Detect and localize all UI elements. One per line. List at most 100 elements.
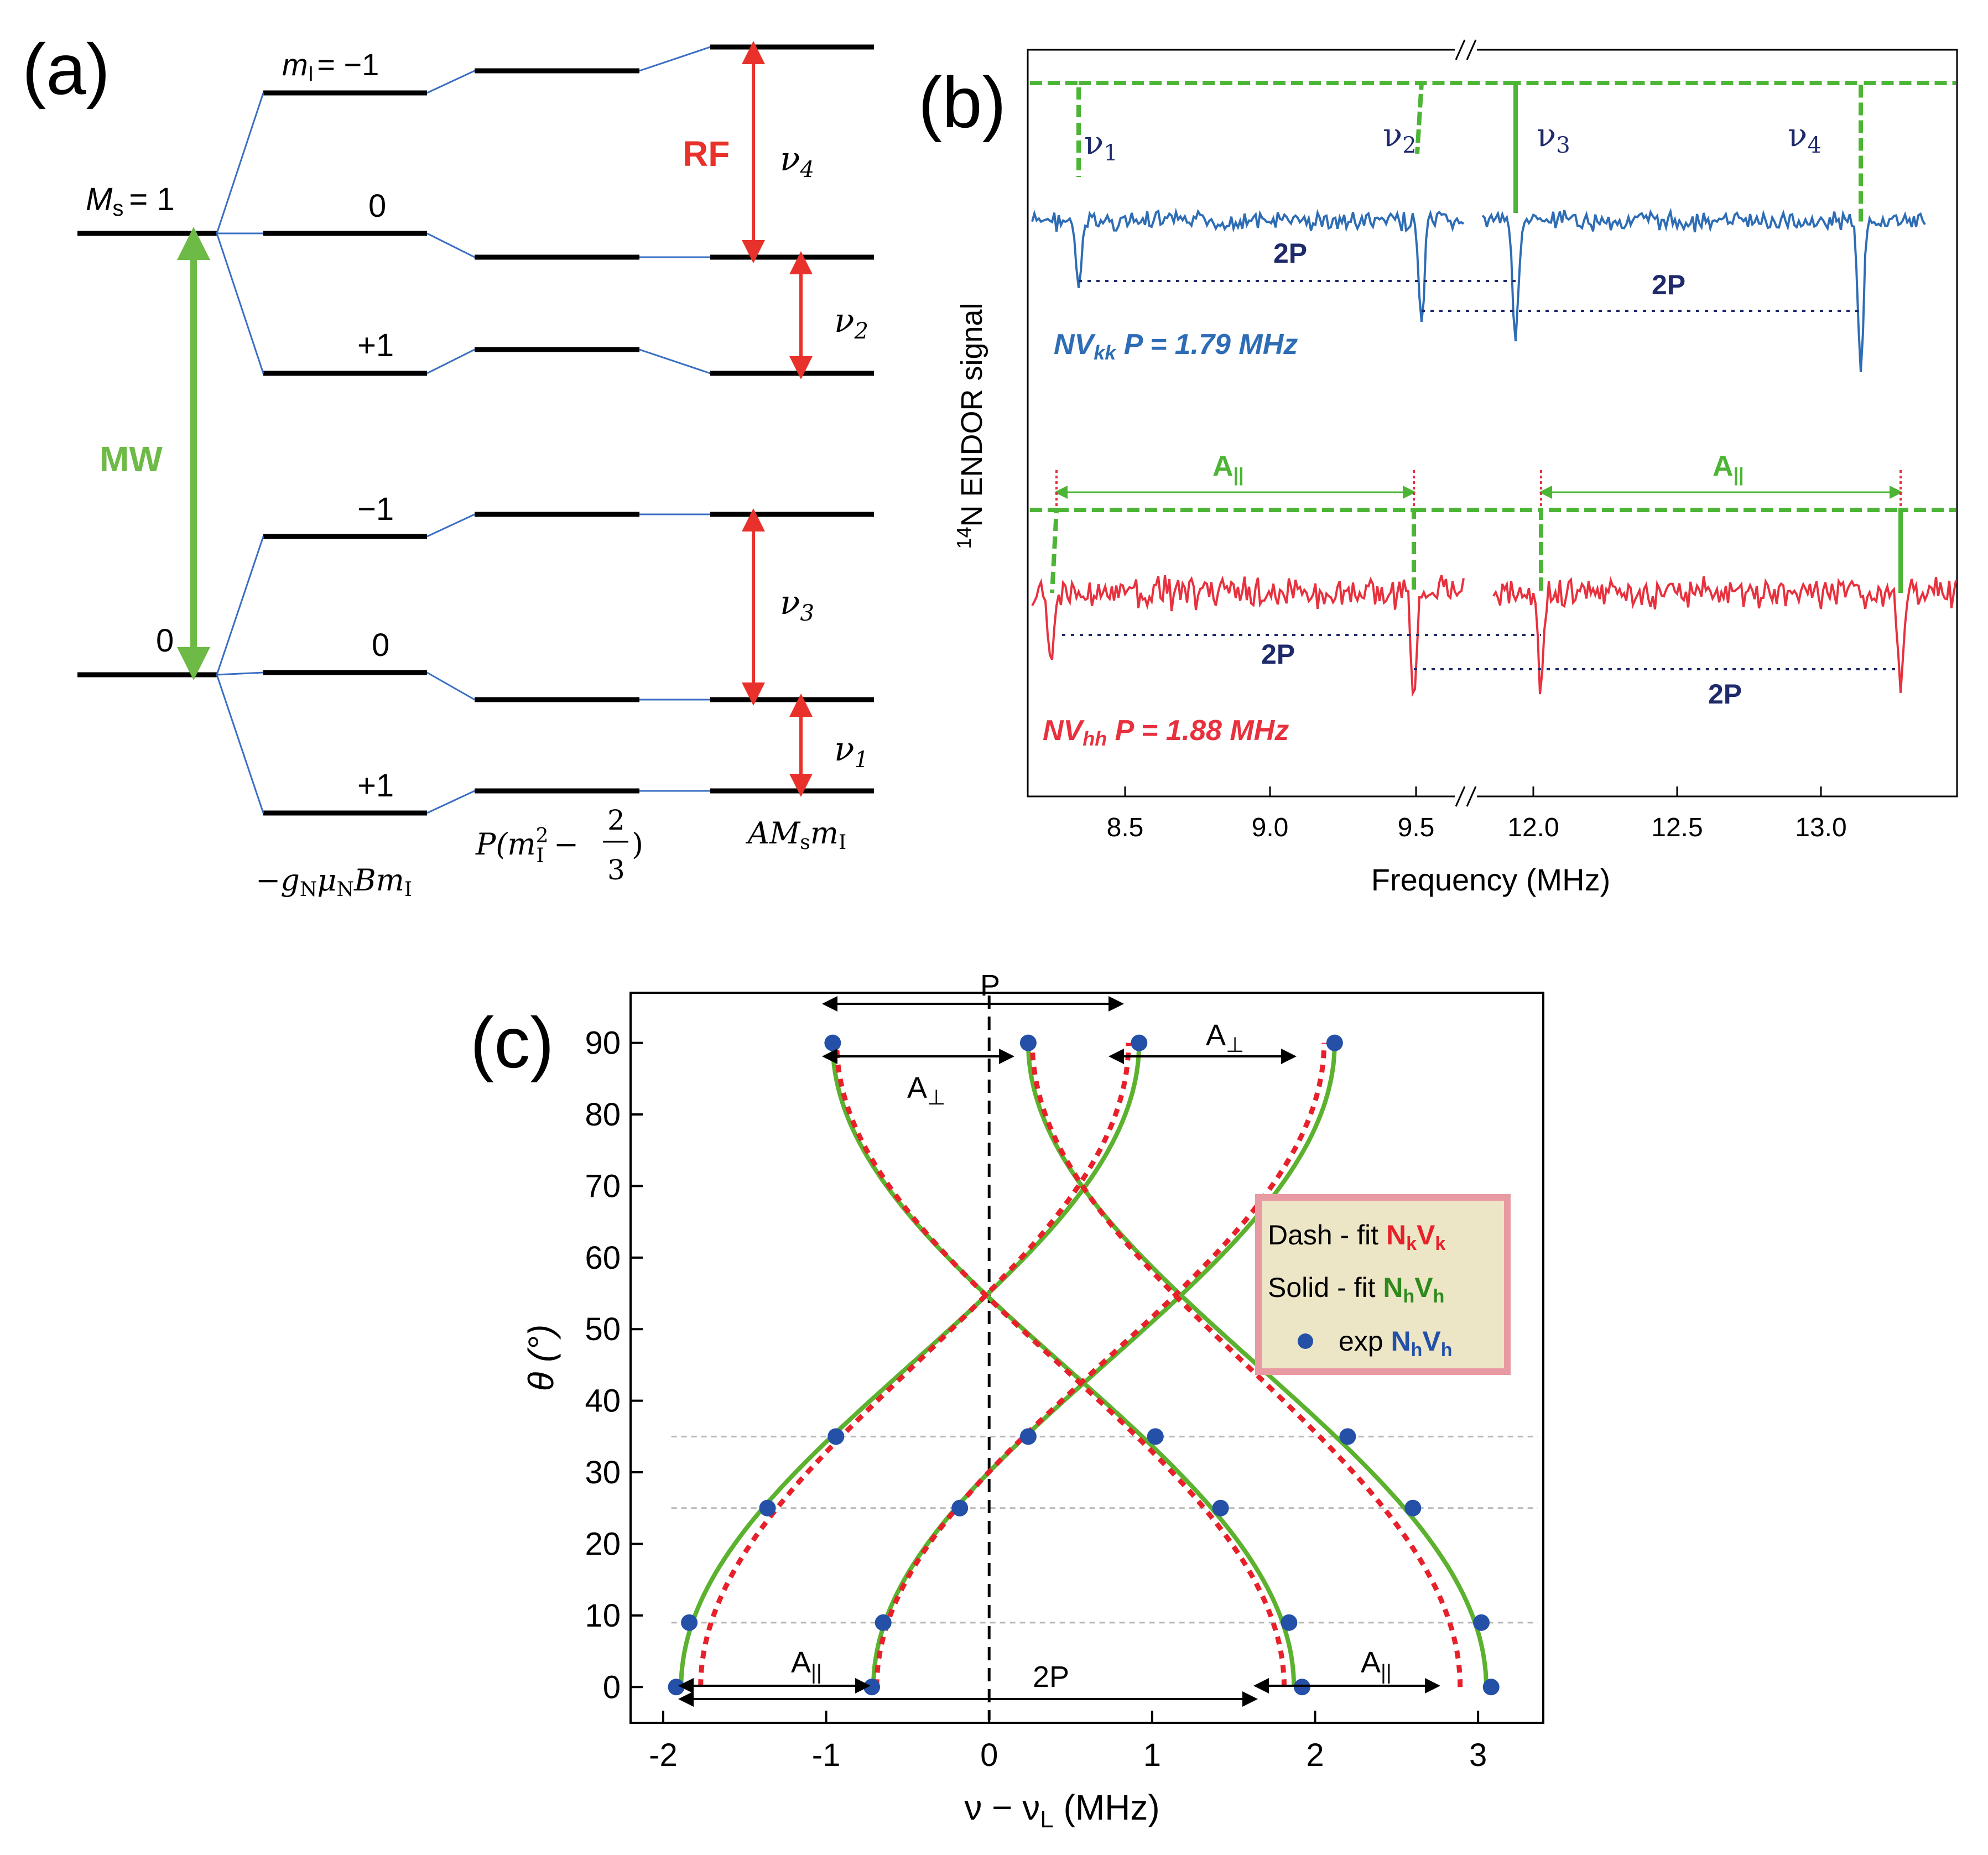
solid-fit-branch-1 [830, 1043, 1297, 1687]
legend-point-marker [1298, 1333, 1313, 1349]
a-par-label-1: A|| [1212, 450, 1244, 486]
panel-a-label: (a) [22, 29, 110, 110]
data-point-11 [1404, 1499, 1422, 1517]
legend-solid: Solid - fit NhVh [1268, 1272, 1444, 1307]
stick-spectrum-kk [1030, 81, 1956, 224]
panel-c-label: (c) [470, 1002, 554, 1083]
dash-fit-branch-0 [698, 1043, 1131, 1687]
nu4-stick-label: ν4 [1788, 116, 1822, 158]
panel-c-ylabel: θ (°) [521, 1325, 561, 1392]
ytick-label-5: 50 [585, 1311, 621, 1347]
panel-b-xlabel: Frequency (MHz) [1371, 862, 1611, 897]
a-par-label-c-2: A|| [1361, 1646, 1392, 1684]
xtick-9.0: 9.0 [1252, 813, 1289, 842]
quadrupole-term-den: 3 [607, 854, 625, 886]
xtick-8.5: 8.5 [1107, 813, 1144, 842]
data-point-18 [1131, 1034, 1148, 1051]
endor-spectrum-kk [1031, 207, 1926, 373]
data-point-2 [1293, 1679, 1310, 1696]
mi-top-label: mI = −1 [282, 47, 379, 86]
data-point-12 [828, 1428, 845, 1445]
ytick-label-3: 30 [585, 1455, 621, 1491]
data-point-14 [1147, 1428, 1164, 1445]
2p-markers-kk [1079, 280, 1861, 312]
2p-label-hh-2: 2P [1708, 679, 1742, 710]
a-perp-label-1: A⊥ [907, 1071, 945, 1109]
axis-break [1455, 39, 1477, 807]
panel-c-xlabel: ν − νL (MHz) [964, 1788, 1159, 1833]
2p-label-hh-1: 2P [1261, 639, 1295, 670]
a-perp-label-2: A⊥ [1206, 1019, 1244, 1057]
panel-c-grid [671, 1435, 1538, 1624]
xtick-label-3: 1 [1143, 1737, 1161, 1773]
panel-a: (a) [22, 29, 874, 901]
data-point-9 [951, 1499, 969, 1517]
hyperfine-term: AMsmI [745, 816, 846, 854]
mw-label: MW [100, 439, 163, 479]
ytick-label-8: 80 [585, 1097, 621, 1133]
ytick-label-6: 60 [585, 1240, 621, 1276]
data-point-1 [863, 1679, 881, 1696]
panel-b: (b) 8.5 9.0 9.5 12.0 12.5 13.0 Frequency… [918, 39, 1958, 897]
nu3-label: ν3 [780, 583, 814, 626]
ytick-label-0: 0 [603, 1669, 621, 1705]
xtick-12.5: 12.5 [1651, 813, 1703, 842]
ms-lower-label: 0 [156, 623, 174, 659]
a-par-label-c-1: A|| [791, 1646, 822, 1684]
nu3-stick-label: ν3 [1537, 116, 1570, 158]
dash-fit-branch-1 [834, 1043, 1287, 1687]
xtick-13.0: 13.0 [1795, 813, 1846, 842]
nu2-stick-label: ν2 [1383, 116, 1417, 158]
data-point-10 [1212, 1499, 1229, 1517]
ytick-label-7: 70 [585, 1168, 621, 1204]
nvkk-label: NVkk P = 1.79 MHz [1054, 329, 1298, 364]
mi-upper-0: 0 [368, 188, 386, 224]
ytick-label-9: 90 [585, 1025, 621, 1061]
panel-c-frame [629, 992, 1544, 1724]
xtick-label-5: 3 [1469, 1737, 1487, 1773]
nu2-label: ν2 [834, 301, 868, 344]
xtick-label-1: -1 [812, 1737, 841, 1773]
ms-upper-label: Ms = 1 [86, 181, 175, 221]
ytick-label-2: 20 [585, 1526, 621, 1562]
panel-b-xticks [1124, 786, 1822, 796]
data-point-3 [1482, 1679, 1500, 1696]
ytick-label-1: 10 [585, 1598, 621, 1634]
data-point-19 [1326, 1034, 1343, 1051]
data-point-8 [759, 1499, 776, 1517]
solid-fit-branch-0 [679, 1043, 1142, 1687]
data-point-6 [1281, 1614, 1298, 1631]
legend-dash: Dash - fit NkVk [1268, 1220, 1445, 1254]
xtick-label-4: 2 [1306, 1737, 1324, 1773]
data-point-4 [681, 1614, 698, 1631]
nvhh-label: NVhh P = 1.88 MHz [1043, 715, 1289, 750]
mi-upper-plus1: +1 [357, 327, 394, 363]
panel-b-ylabel: 14N ENDOR signal [953, 303, 988, 549]
mi-lower-plus1: +1 [357, 768, 394, 804]
xtick-label-2: 0 [980, 1737, 998, 1773]
nu4-label: ν4 [780, 140, 814, 183]
quadrupole-term-close: ) [632, 827, 643, 862]
panel-b-label: (b) [918, 62, 1006, 143]
data-point-17 [1019, 1034, 1037, 1051]
2p-label-kk-1: 2P [1273, 238, 1307, 269]
legend: Dash - fit NkVk Solid - fit NhVh exp NhV… [1255, 1194, 1511, 1375]
xtick-9.5: 9.5 [1398, 813, 1435, 842]
red-ticks [1055, 470, 1902, 512]
xtick-label-0: -2 [649, 1737, 678, 1773]
rf-label: RF [683, 134, 730, 174]
2p-label-kk-2: 2P [1652, 269, 1685, 300]
level-connectors [216, 46, 711, 814]
dash-fit-branch-2 [874, 1043, 1327, 1687]
nu1-label: ν1 [834, 730, 868, 773]
data-point-5 [875, 1614, 892, 1631]
mi-lower-minus1: −1 [357, 491, 394, 527]
panel-b-frame [1027, 49, 1958, 798]
2p-markers-hh [1062, 634, 1901, 670]
2p-label-c: 2P [1033, 1660, 1069, 1694]
dash-fit-branch-3 [1029, 1043, 1463, 1687]
stick-spectrum-hh [1030, 508, 1956, 593]
data-point-0 [668, 1679, 685, 1696]
